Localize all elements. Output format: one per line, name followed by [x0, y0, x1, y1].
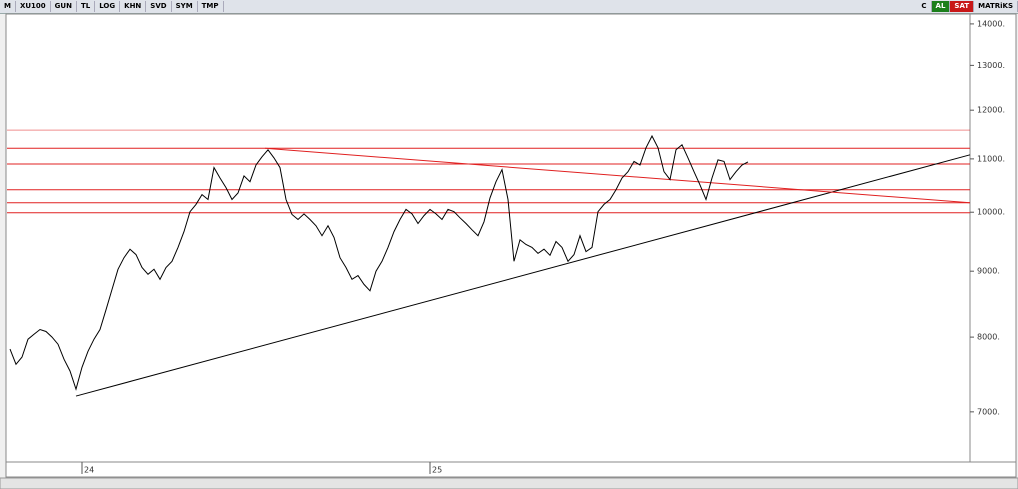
toolbar-button[interactable]: AL — [931, 1, 951, 12]
scrollbar[interactable] — [0, 477, 1018, 489]
price-line — [9, 134, 749, 391]
chart: 7000. 8000. 9000. 10000. 11000. 12000. 13000. 1… — [0, 13, 1018, 489]
toolbar-button[interactable]: SYM — [172, 1, 198, 12]
y-tick-label: 11000. — [977, 154, 1005, 163]
y-tick-label: 12000. — [977, 106, 1005, 115]
y-tick-label: 14000. — [977, 19, 1005, 28]
toolbar-button[interactable]: MATRiKS — [974, 1, 1018, 12]
toolbar-button[interactable]: C — [917, 1, 932, 12]
toolbar-button[interactable]: XU100 — [16, 1, 51, 12]
trend-line — [75, 154, 971, 397]
toolbar: M XU100 GUN TL LOG KHN SVD SYM TMP C AL SAT MATRiKS — [0, 0, 1018, 14]
toolbar-button[interactable]: LOG — [95, 1, 121, 12]
x-tick-label: 24 — [84, 466, 94, 475]
y-tick-label: 9000. — [977, 267, 1000, 276]
y-tick-label: 13000. — [977, 61, 1005, 70]
toolbar-button[interactable]: TMP — [198, 1, 224, 12]
toolbar-button[interactable]: TL — [77, 1, 96, 12]
y-axis-panel — [969, 13, 1017, 463]
y-tick-label: 10000. — [977, 208, 1005, 217]
trend-line — [264, 147, 971, 204]
plot-area — [5, 13, 971, 463]
x-axis-panel — [5, 461, 1017, 478]
toolbar-button[interactable]: SVD — [146, 1, 172, 12]
y-tick-label: 8000. — [977, 333, 1000, 342]
toolbar-button[interactable]: M — [0, 1, 16, 12]
y-tick-label: 7000. — [977, 407, 1000, 416]
x-tick-label: 25 — [432, 466, 442, 475]
toolbar-button[interactable]: GUN — [51, 1, 77, 12]
toolbar-button[interactable]: SAT — [950, 1, 975, 12]
toolbar-right: C AL SAT MATRiKS — [917, 1, 1018, 12]
toolbar-button[interactable]: KHN — [120, 1, 147, 12]
